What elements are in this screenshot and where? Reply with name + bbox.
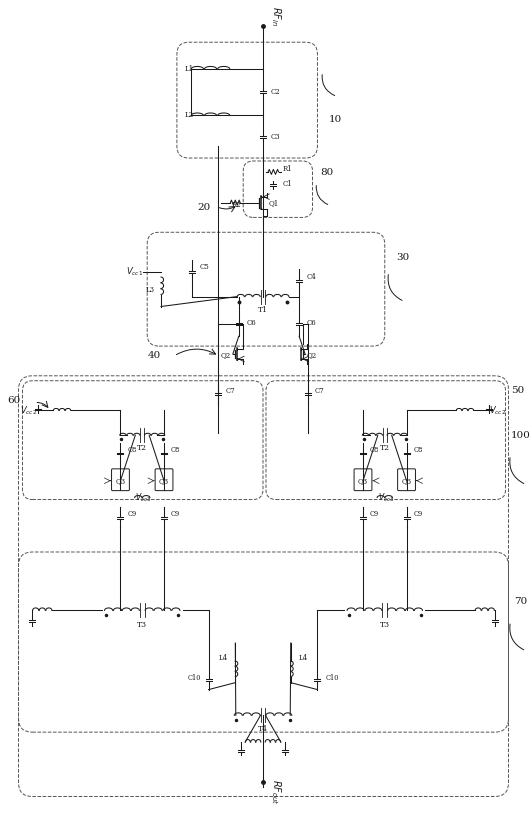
Text: C9: C9 (414, 510, 423, 519)
Text: C7: C7 (225, 387, 235, 394)
Text: 10: 10 (329, 115, 342, 124)
Text: C10: C10 (187, 674, 201, 681)
Text: L4: L4 (298, 654, 308, 662)
Text: L4: L4 (218, 654, 227, 662)
Text: C4: C4 (307, 273, 317, 281)
Text: $V_{cc2}$: $V_{cc2}$ (489, 404, 507, 417)
Text: 30: 30 (396, 252, 409, 261)
Text: $V_{cc2}$: $V_{cc2}$ (21, 404, 38, 417)
Text: T2: T2 (137, 444, 147, 452)
Text: C9: C9 (370, 510, 379, 519)
Text: R2: R2 (232, 201, 241, 208)
Text: L3: L3 (146, 285, 155, 294)
Text: C8: C8 (171, 446, 180, 454)
Text: C9: C9 (171, 510, 180, 519)
Text: $RF_{out}$: $RF_{out}$ (269, 779, 282, 805)
Text: C3: C3 (271, 133, 280, 141)
Text: L1: L1 (185, 65, 194, 73)
Text: $V_{cc3}$: $V_{cc3}$ (378, 491, 394, 504)
Text: C2: C2 (271, 88, 281, 96)
Text: Q3: Q3 (358, 476, 368, 485)
Text: 20: 20 (197, 203, 210, 212)
Text: C6: C6 (247, 319, 256, 327)
Text: Q3: Q3 (115, 476, 125, 485)
Text: C5: C5 (200, 263, 209, 271)
Text: C8: C8 (414, 446, 423, 454)
Text: Q1: Q1 (269, 199, 279, 208)
Text: C10: C10 (326, 674, 339, 681)
Text: T4: T4 (258, 725, 268, 734)
Text: $V_{cc3}$: $V_{cc3}$ (135, 491, 151, 504)
Text: T1: T1 (258, 307, 268, 314)
Text: 100: 100 (510, 431, 530, 440)
Text: T3: T3 (380, 621, 390, 629)
Text: Q2: Q2 (220, 351, 231, 359)
Text: 80: 80 (321, 169, 334, 177)
Text: 40: 40 (148, 351, 161, 361)
Text: C6: C6 (307, 319, 317, 327)
Text: C8: C8 (370, 446, 379, 454)
Text: Q3: Q3 (401, 476, 412, 485)
Text: $RF_{in}$: $RF_{in}$ (269, 7, 282, 26)
Text: C1: C1 (283, 179, 293, 188)
Text: Q3: Q3 (159, 476, 169, 485)
Text: C7: C7 (314, 387, 324, 394)
Text: C8: C8 (127, 446, 136, 454)
Text: T2: T2 (380, 444, 390, 452)
Text: $V_{cc1}$: $V_{cc1}$ (126, 265, 143, 278)
Text: 60: 60 (7, 396, 21, 405)
Text: 50: 50 (511, 386, 524, 395)
Text: C9: C9 (127, 510, 136, 519)
Text: T3: T3 (137, 621, 147, 629)
Text: L2: L2 (185, 112, 194, 119)
Text: R1: R1 (283, 165, 293, 173)
Text: Q2: Q2 (307, 351, 318, 359)
Text: 70: 70 (514, 597, 527, 606)
